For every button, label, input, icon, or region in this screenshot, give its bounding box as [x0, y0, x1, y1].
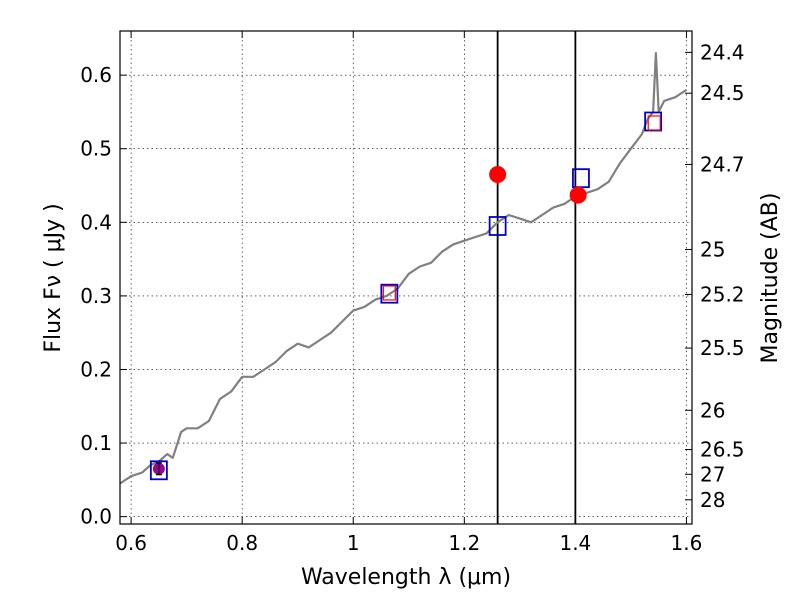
x-tick-label: 0.8: [226, 531, 258, 555]
y-tick-label: 0.4: [80, 210, 112, 234]
x-tick-label: 1.4: [559, 531, 591, 555]
measured-flux-point: [489, 165, 507, 183]
series-layer: [119, 51, 688, 485]
x-axis: 0.6 0.8 1 1.2 1.4 1.6: [115, 31, 702, 555]
vertical-lines: [496, 31, 577, 524]
x-axis-title: Wavelength λ (μm): [301, 565, 511, 590]
x-tick-label: 1.2: [448, 531, 480, 555]
x-tick-label: 0.6: [115, 531, 147, 555]
y-tick-label: 0.5: [80, 137, 112, 161]
mag-tick-label: 24.4: [700, 40, 745, 64]
y-axis-right-title: Magnitude (AB): [758, 193, 783, 364]
model-flux-square: [380, 283, 399, 304]
mag-tick-label: 24.7: [700, 152, 745, 176]
x-tick-label: 1.6: [671, 531, 703, 555]
mag-tick-label: 25: [700, 237, 725, 261]
x-tick-label: 1: [347, 531, 360, 555]
measured-flux-point: [569, 186, 587, 204]
y-axis-title: Flux Fν ( μJy ): [41, 203, 66, 352]
y-tick-label: 0.1: [80, 431, 112, 455]
mag-tick-label: 25.2: [700, 282, 745, 306]
y-tick-label: 0.0: [80, 505, 112, 529]
model-flux-square: [488, 216, 507, 236]
spectrum-line: [119, 51, 688, 485]
mag-tick-label: 24.5: [700, 81, 745, 105]
y-tick-label: 0.6: [80, 63, 112, 87]
mag-tick-label: 28: [700, 488, 725, 512]
y-axis-left: 0.0 0.1 0.2 0.3 0.4 0.5 0.6: [80, 63, 127, 529]
observed-flux-square: [647, 115, 661, 131]
mag-tick-label: 26.5: [700, 438, 745, 462]
observed-flux-square: [382, 285, 396, 301]
plot-frame: [119, 30, 693, 525]
y-tick-label: 0.3: [80, 284, 112, 308]
model-flux-square: [149, 460, 168, 481]
mag-tick-label: 27: [700, 462, 725, 486]
y-tick-label: 0.2: [80, 357, 112, 381]
mag-tick-label: 26: [700, 398, 725, 422]
mag-tick-label: 25.5: [700, 336, 745, 360]
